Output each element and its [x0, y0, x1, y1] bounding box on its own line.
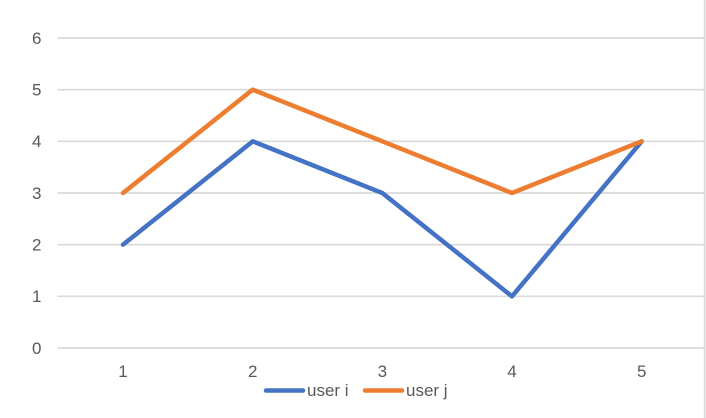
svg-text:3: 3	[32, 184, 41, 203]
svg-text:0: 0	[32, 339, 41, 358]
svg-text:3: 3	[378, 362, 387, 381]
svg-text:2: 2	[32, 236, 41, 255]
svg-text:user i: user i	[307, 381, 349, 400]
svg-text:1: 1	[32, 287, 41, 306]
svg-text:5: 5	[32, 81, 41, 100]
svg-text:2: 2	[248, 362, 257, 381]
svg-text:4: 4	[507, 362, 516, 381]
svg-text:user j: user j	[406, 381, 448, 400]
svg-text:5: 5	[637, 362, 646, 381]
svg-text:4: 4	[32, 132, 41, 151]
svg-text:1: 1	[118, 362, 127, 381]
svg-text:6: 6	[32, 29, 41, 48]
